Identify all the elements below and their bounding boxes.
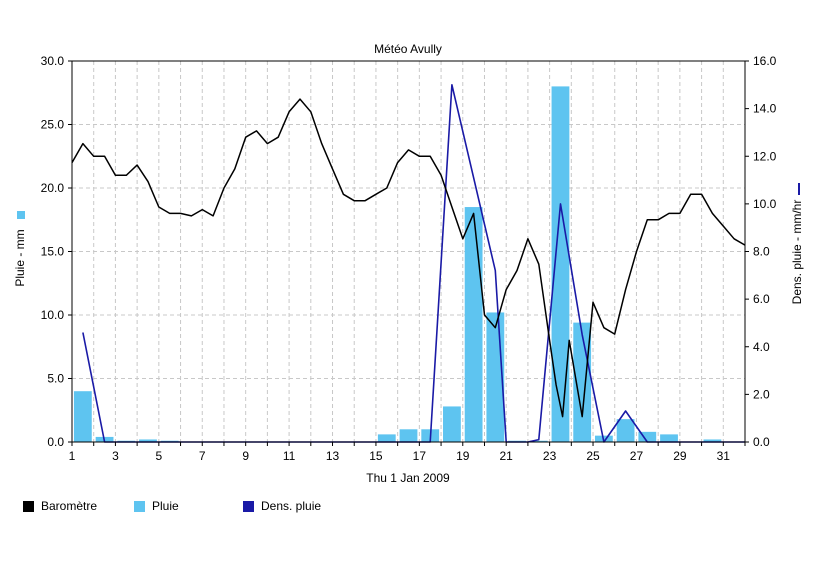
x-axis-label: Thu 1 Jan 2009 bbox=[366, 471, 450, 485]
pluie-bar bbox=[616, 419, 635, 442]
chart-title: Météo Avully bbox=[374, 42, 442, 56]
y-right-tick-label: 10.0 bbox=[753, 197, 777, 211]
pluie-bar bbox=[443, 406, 461, 442]
y-right-tick-label: 12.0 bbox=[753, 149, 777, 163]
y-right-tick-label: 0.0 bbox=[753, 435, 770, 449]
x-tick-label: 3 bbox=[112, 449, 119, 463]
x-tick-label: 15 bbox=[369, 449, 383, 463]
grid-lines bbox=[72, 61, 745, 442]
dens-pluie-line bbox=[82, 84, 745, 443]
pluie-bar bbox=[139, 439, 157, 442]
pluie-bar bbox=[638, 431, 657, 442]
y-right-axis-label: Dens. pluie - mm/hr bbox=[790, 200, 804, 305]
y-left-tick-label: 30.0 bbox=[41, 54, 65, 68]
y-left-tick-label: 20.0 bbox=[41, 181, 65, 195]
x-tick-label: 17 bbox=[413, 449, 427, 463]
legend-item-pluie: Pluie bbox=[134, 499, 179, 513]
legend-swatch-pluie bbox=[134, 500, 145, 512]
y-left-tick-label: 25.0 bbox=[41, 118, 65, 132]
y-left-tick-label: 0.0 bbox=[47, 435, 64, 449]
x-tick-label: 11 bbox=[283, 449, 296, 463]
y-right-tick-label: 4.0 bbox=[753, 340, 770, 354]
legend-label-barometre: Baromètre bbox=[41, 499, 98, 513]
y-left-tick-label: 15.0 bbox=[41, 245, 65, 259]
legend-item-dens-pluie: Dens. pluie bbox=[243, 499, 321, 513]
series-lines bbox=[71, 84, 746, 443]
y-right-tick-label: 14.0 bbox=[753, 102, 777, 116]
x-tick-label: 31 bbox=[717, 449, 731, 463]
legend-label-pluie: Pluie bbox=[152, 499, 179, 513]
left-axis-swatch bbox=[17, 211, 25, 219]
x-tick-label: 21 bbox=[500, 449, 514, 463]
y-right-tick-label: 16.0 bbox=[753, 54, 777, 68]
y-left-tick-label: 10.0 bbox=[41, 308, 65, 322]
legend-item-barometre: Baromètre bbox=[23, 499, 97, 513]
y-left-axis-label: Pluie - mm bbox=[13, 229, 27, 286]
x-tick-label: 1 bbox=[69, 449, 76, 463]
axes: 1 3 5 7 9 11 13 15 17 19 21 23 25 27 29 310.05.010.015.… bbox=[41, 54, 777, 463]
x-tick-label: 9 bbox=[242, 449, 249, 463]
legend-label-dens-pluie: Dens. pluie bbox=[261, 499, 322, 513]
pluie-bar bbox=[551, 86, 570, 443]
x-tick-label: 23 bbox=[543, 449, 557, 463]
x-tick-label: 27 bbox=[630, 449, 644, 463]
pluie-bar bbox=[464, 207, 483, 442]
pluie-bar bbox=[660, 434, 678, 442]
pluie-bar bbox=[529, 440, 548, 442]
x-tick-label: 5 bbox=[155, 449, 162, 463]
pluie-bar bbox=[703, 439, 722, 442]
x-tick-label: 13 bbox=[326, 449, 340, 463]
x-tick-label: 25 bbox=[586, 449, 600, 463]
y-right-tick-label: 6.0 bbox=[753, 292, 770, 306]
y-left-tick-label: 5.0 bbox=[47, 372, 64, 386]
x-tick-label: 19 bbox=[456, 449, 470, 463]
y-right-tick-label: 8.0 bbox=[753, 245, 770, 259]
x-tick-label: 29 bbox=[673, 449, 687, 463]
pluie-bar bbox=[73, 391, 92, 442]
x-tick-label: 7 bbox=[199, 449, 206, 463]
barometre-line bbox=[71, 98, 746, 418]
legend-swatch-dens-pluie bbox=[243, 500, 254, 512]
pluie-bar bbox=[573, 322, 592, 442]
pluie-bar bbox=[377, 434, 396, 442]
y-right-tick-label: 2.0 bbox=[753, 387, 770, 401]
pluie-bar bbox=[399, 429, 418, 442]
legend-swatch-barometre bbox=[23, 500, 34, 512]
